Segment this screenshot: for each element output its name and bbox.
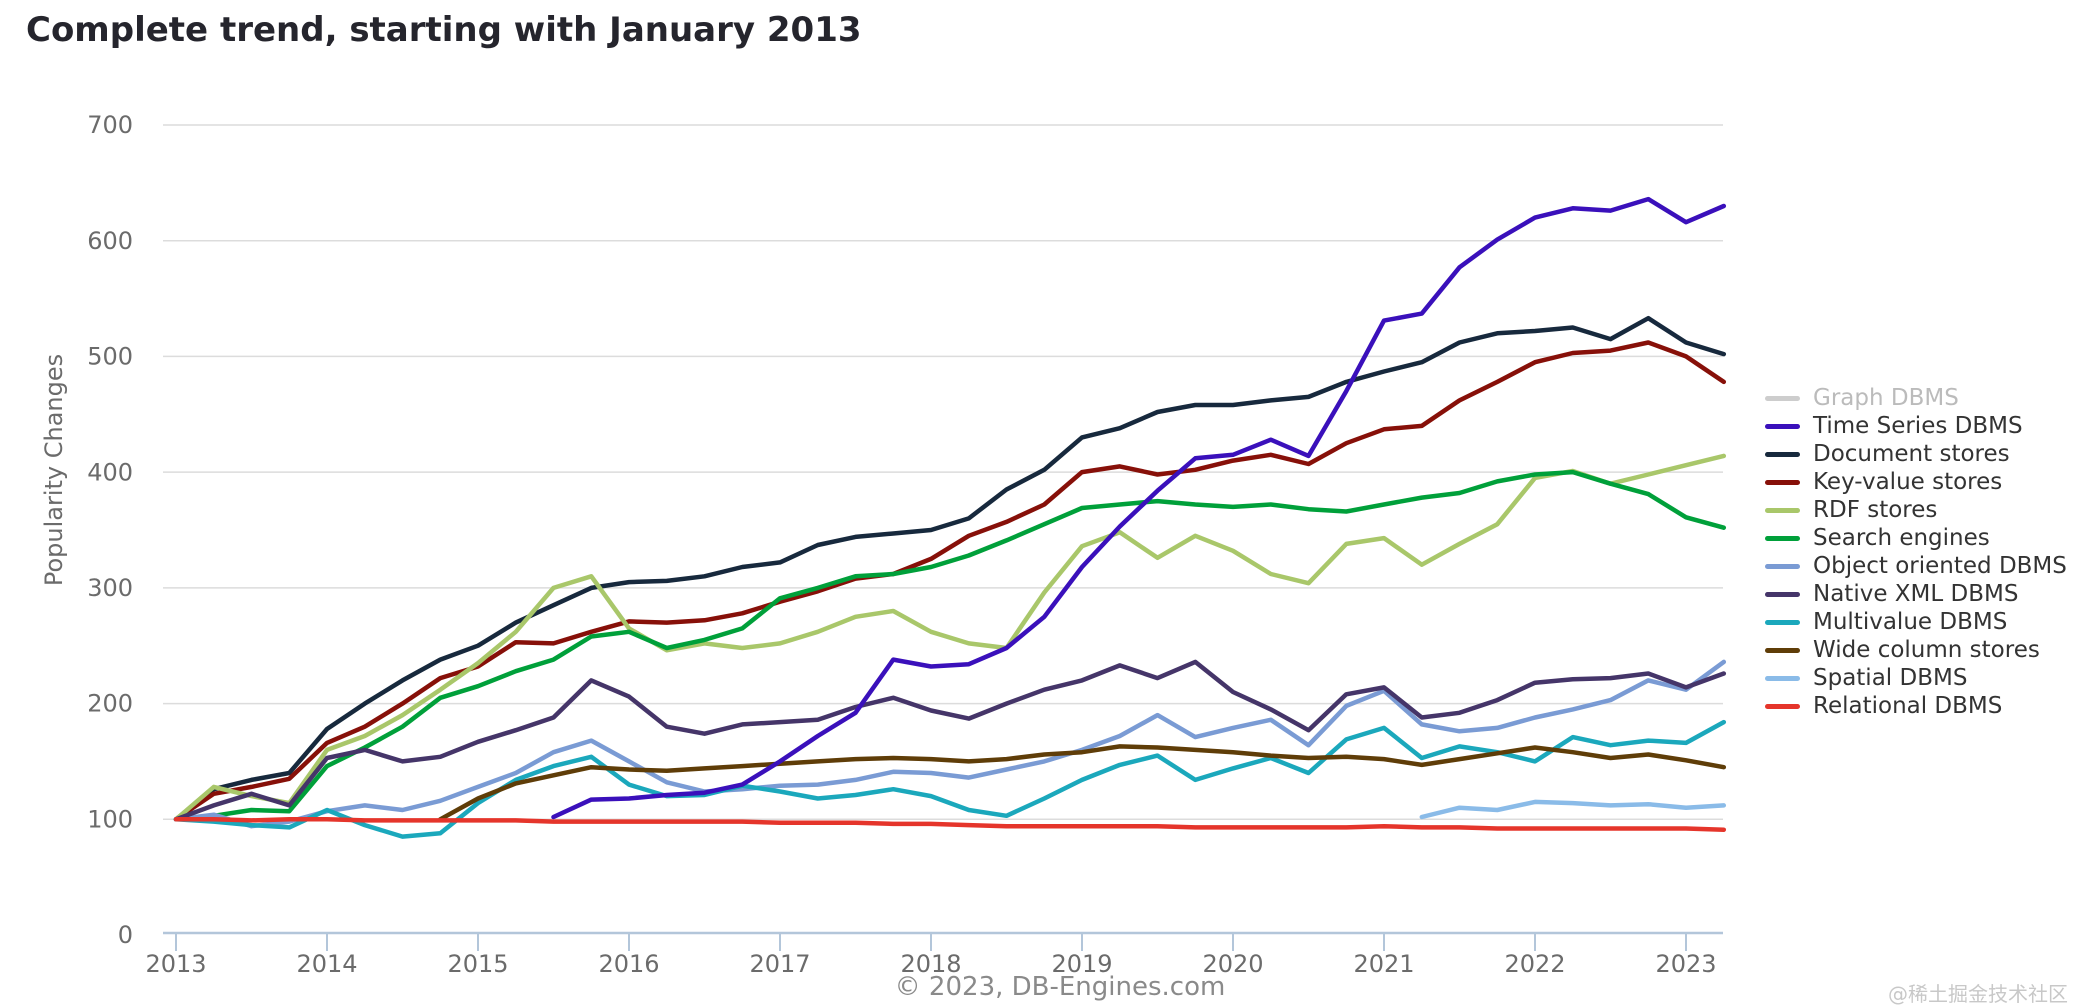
y-tick-label-700: 700 [87, 111, 133, 139]
x-tick-label-2017: 2017 [749, 950, 810, 978]
y-tick-label-200: 200 [87, 690, 133, 718]
legend-swatch-object-oriented-dbms [1765, 563, 1800, 569]
legend-label-key-value-stores: Key-value stores [1813, 469, 2003, 495]
legend-swatch-native-xml-dbms [1765, 591, 1800, 597]
x-tick-label-2014: 2014 [296, 950, 357, 978]
legend-item-multivalue-dbms[interactable]: Multivalue DBMS [1765, 608, 2067, 636]
series-line-rdf-stores [173, 453, 1727, 822]
legend-item-object-oriented-dbms[interactable]: Object oriented DBMS [1765, 552, 2067, 580]
legend-swatch-document-stores [1765, 451, 1800, 457]
legend-item-graph-dbms[interactable]: Graph DBMS [1765, 384, 2067, 412]
legend-label-wide-column-stores: Wide column stores [1813, 637, 2040, 663]
legend-item-time-series-dbms[interactable]: Time Series DBMS [1765, 412, 2067, 440]
legend-item-relational-dbms[interactable]: Relational DBMS [1765, 692, 2067, 720]
legend-label-native-xml-dbms: Native XML DBMS [1813, 581, 2019, 607]
legend-label-graph-dbms: Graph DBMS [1813, 385, 1959, 411]
legend-label-time-series-dbms: Time Series DBMS [1813, 413, 2023, 439]
series-line-key-value-stores [173, 340, 1727, 822]
legend-item-wide-column-stores[interactable]: Wide column stores [1765, 636, 2067, 664]
y-tick-label-500: 500 [87, 343, 133, 371]
legend-item-document-stores[interactable]: Document stores [1765, 440, 2067, 468]
series-line-time-series-dbms [551, 196, 1727, 820]
legend-swatch-rdf-stores [1765, 507, 1800, 513]
x-tick-label-2015: 2015 [447, 950, 508, 978]
legend-label-rdf-stores: RDF stores [1813, 497, 1938, 523]
series-line-relational-dbms [173, 817, 1727, 832]
legend-swatch-wide-column-stores [1765, 647, 1800, 653]
legend-label-spatial-dbms: Spatial DBMS [1813, 665, 1968, 691]
legend-label-multivalue-dbms: Multivalue DBMS [1813, 609, 2008, 635]
legend-label-document-stores: Document stores [1813, 441, 2010, 467]
legend-item-native-xml-dbms[interactable]: Native XML DBMS [1765, 580, 2067, 608]
legend-swatch-spatial-dbms [1765, 675, 1800, 681]
y-tick-label-600: 600 [87, 227, 133, 255]
legend-swatch-relational-dbms [1765, 703, 1800, 709]
x-tick-label-2023: 2023 [1655, 950, 1716, 978]
series-line-document-stores [173, 315, 1727, 822]
legend-item-rdf-stores[interactable]: RDF stores [1765, 496, 2067, 524]
site-watermark: @稀土掘金技术社区 [1888, 982, 2068, 1006]
series-line-wide-column-stores [438, 744, 1727, 822]
legend-swatch-key-value-stores [1765, 479, 1800, 485]
x-tick-label-2013: 2013 [145, 950, 206, 978]
legend-swatch-time-series-dbms [1765, 423, 1800, 429]
y-tick-label-100: 100 [87, 805, 133, 833]
x-tick-label-2018: 2018 [900, 950, 961, 978]
x-tick-label-2022: 2022 [1504, 950, 1565, 978]
y-tick-label-300: 300 [87, 574, 133, 602]
series-line-multivalue-dbms [173, 719, 1727, 839]
legend-swatch-multivalue-dbms [1765, 619, 1800, 625]
series-line-spatial-dbms [1419, 799, 1727, 820]
legend-item-key-value-stores[interactable]: Key-value stores [1765, 468, 2067, 496]
series-line-native-xml-dbms [173, 659, 1727, 822]
x-tick-label-2019: 2019 [1051, 950, 1112, 978]
legend-item-search-engines[interactable]: Search engines [1765, 524, 2067, 552]
legend-label-search-engines: Search engines [1813, 525, 1990, 551]
series-line-object-oriented-dbms [173, 659, 1727, 829]
legend-label-object-oriented-dbms: Object oriented DBMS [1813, 553, 2067, 579]
legend-swatch-search-engines [1765, 535, 1800, 541]
y-tick-label-400: 400 [87, 458, 133, 486]
x-tick-label-2020: 2020 [1202, 950, 1263, 978]
series-line-search-engines [173, 469, 1727, 822]
legend-item-spatial-dbms[interactable]: Spatial DBMS [1765, 664, 2067, 692]
chart-title: Complete trend, starting with January 20… [26, 10, 862, 50]
y-tick-label-0: 0 [118, 921, 133, 949]
x-tick-label-2021: 2021 [1353, 950, 1414, 978]
x-tick-label-2016: 2016 [598, 950, 659, 978]
copyright-footer: © 2023, DB-Engines.com [894, 972, 1226, 1002]
chart-legend: Graph DBMS Time Series DBMS Document store… [1765, 384, 2067, 720]
legend-swatch-graph-dbms [1765, 395, 1800, 401]
legend-label-relational-dbms: Relational DBMS [1813, 693, 2003, 719]
